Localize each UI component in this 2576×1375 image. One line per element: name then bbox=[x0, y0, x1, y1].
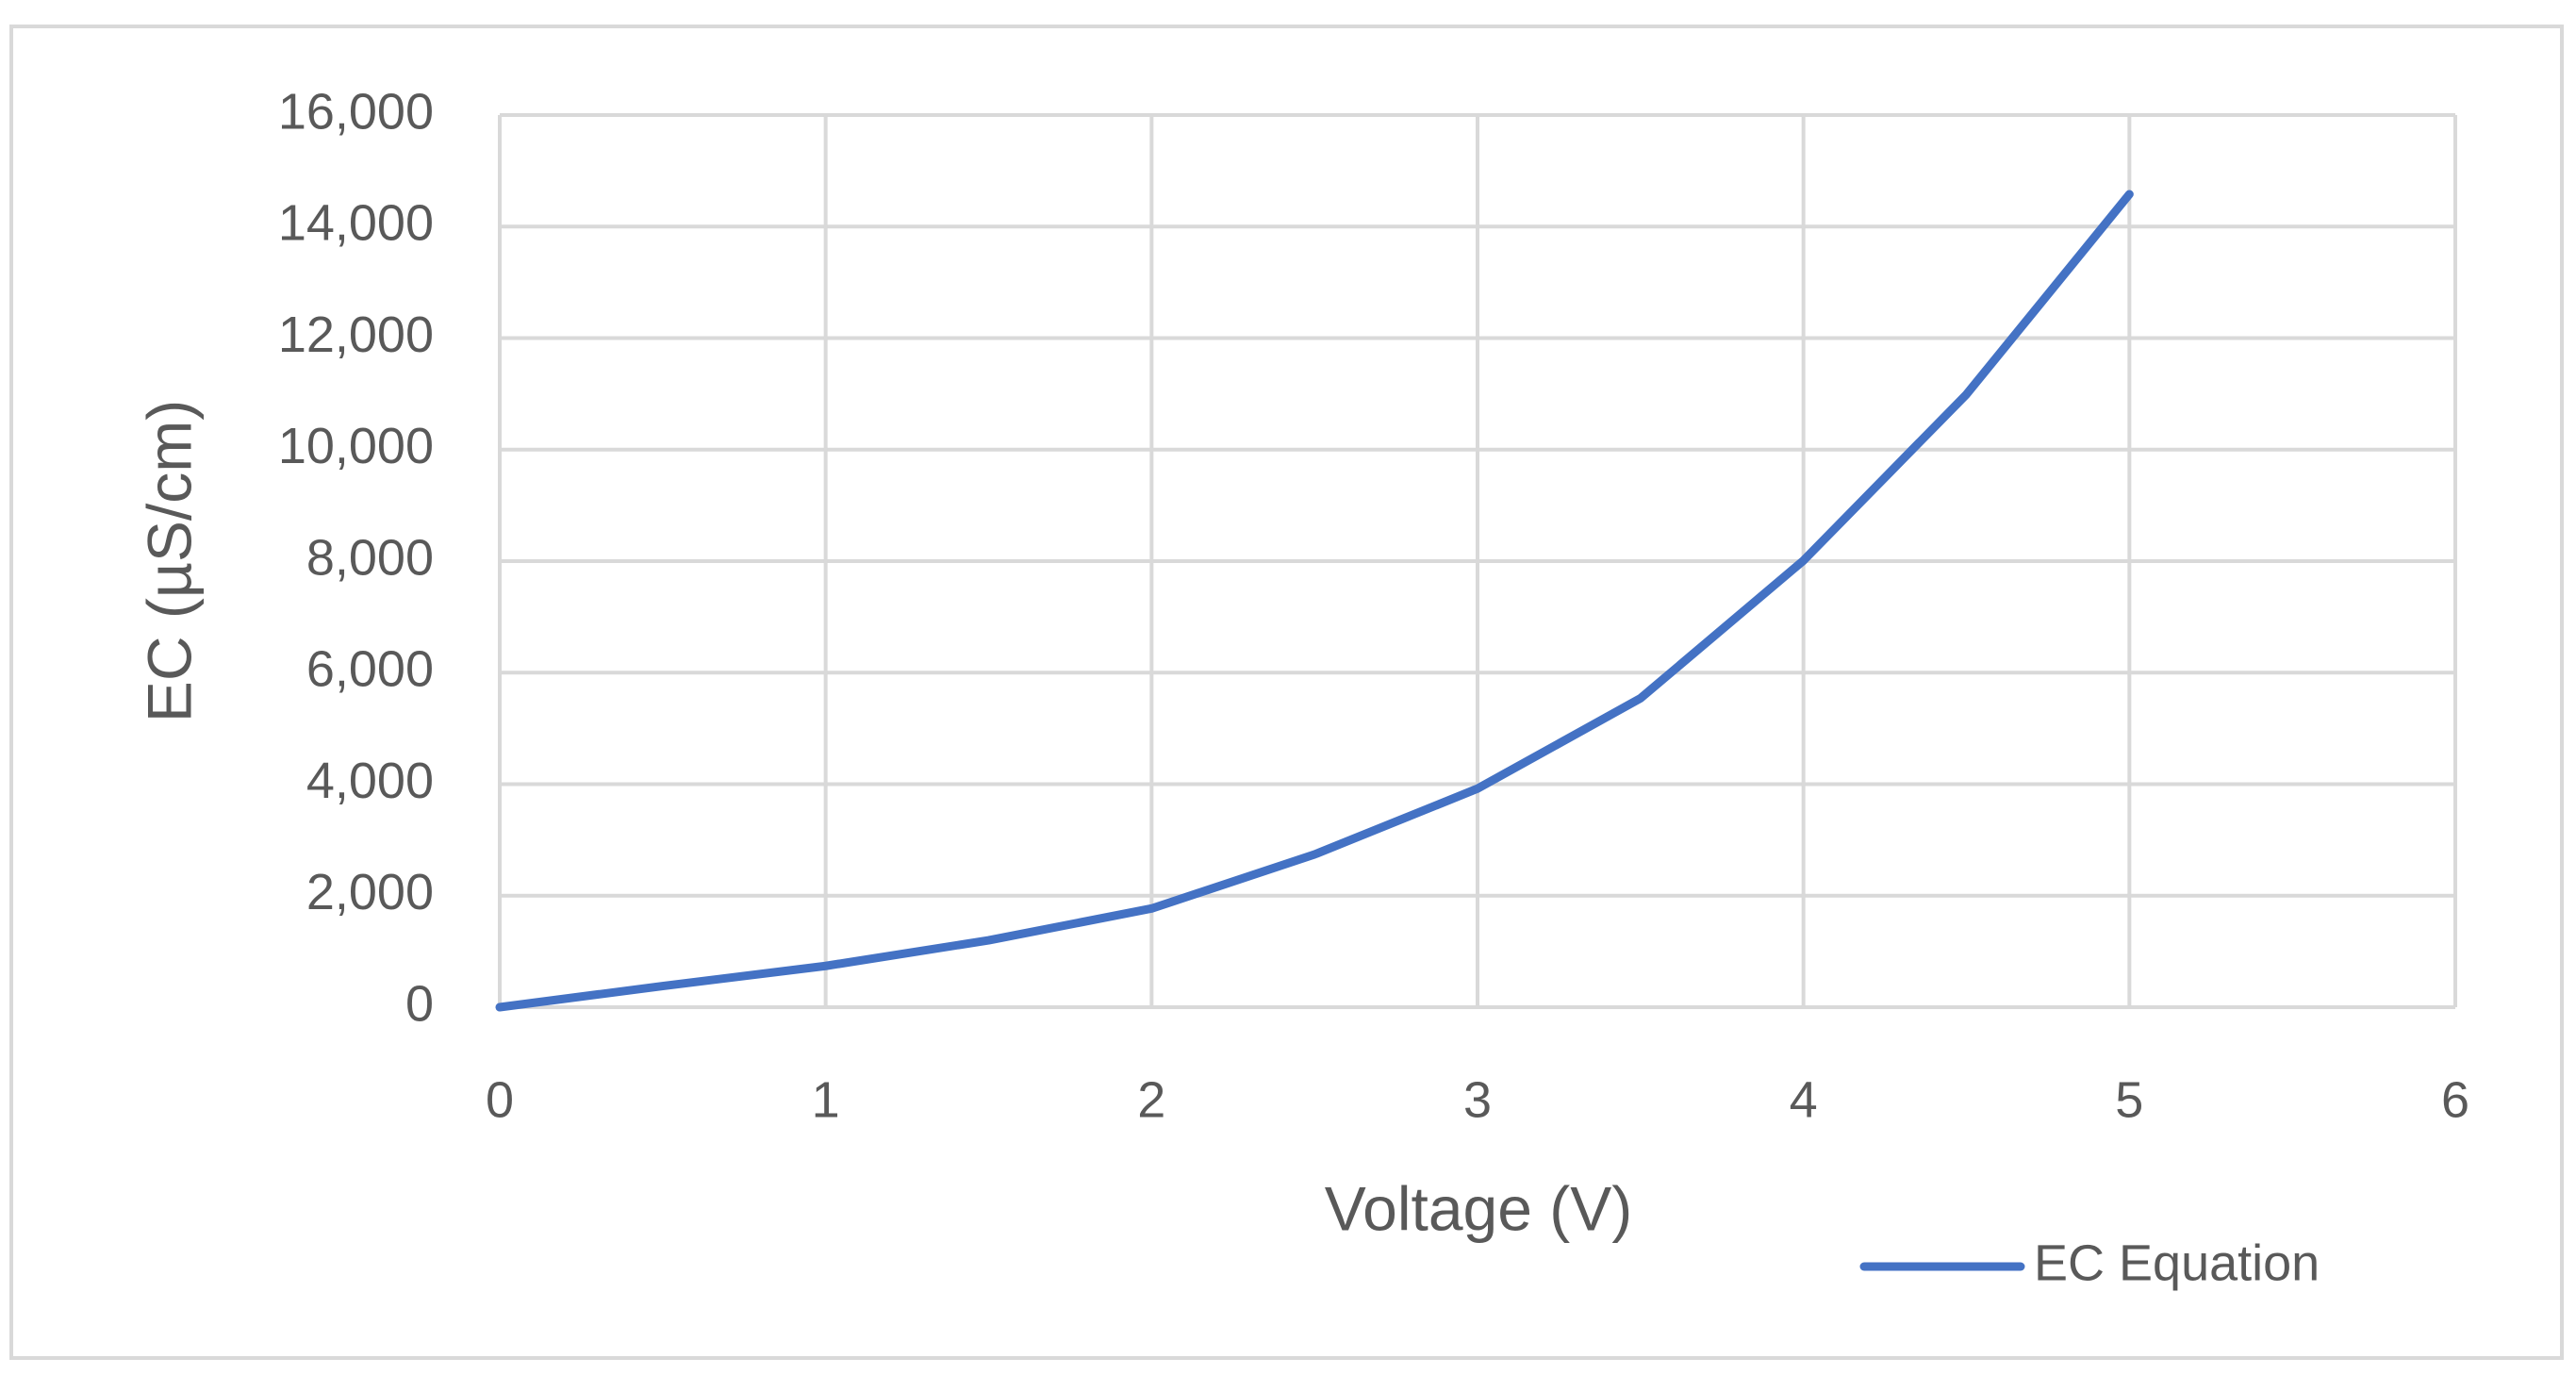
x-tick-label: 0 bbox=[486, 1071, 514, 1128]
y-tick-label: 0 bbox=[405, 975, 434, 1032]
y-tick-label: 8,000 bbox=[306, 529, 434, 586]
legend-label: EC Equation bbox=[2034, 1234, 2320, 1291]
x-axis-title: Voltage (V) bbox=[1325, 1173, 1633, 1243]
y-axis-title: EC (µS/cm) bbox=[134, 400, 204, 722]
x-tick-label: 2 bbox=[1137, 1071, 1165, 1128]
x-tick-label: 3 bbox=[1463, 1071, 1492, 1128]
x-tick-label: 4 bbox=[1790, 1071, 1818, 1128]
x-tick-label: 5 bbox=[2115, 1071, 2143, 1128]
x-tick-label: 6 bbox=[2441, 1071, 2469, 1128]
y-tick-label: 6,000 bbox=[306, 641, 434, 698]
y-tick-label: 2,000 bbox=[306, 864, 434, 920]
y-tick-label: 4,000 bbox=[306, 753, 434, 809]
y-tick-label: 10,000 bbox=[278, 418, 434, 474]
y-tick-label: 14,000 bbox=[278, 195, 434, 252]
x-tick-label: 1 bbox=[812, 1071, 840, 1128]
data-line bbox=[495, 190, 2134, 1012]
chart-border bbox=[9, 25, 2564, 1360]
y-tick-label: 12,000 bbox=[278, 306, 434, 363]
y-tick-label: 16,000 bbox=[278, 83, 434, 140]
